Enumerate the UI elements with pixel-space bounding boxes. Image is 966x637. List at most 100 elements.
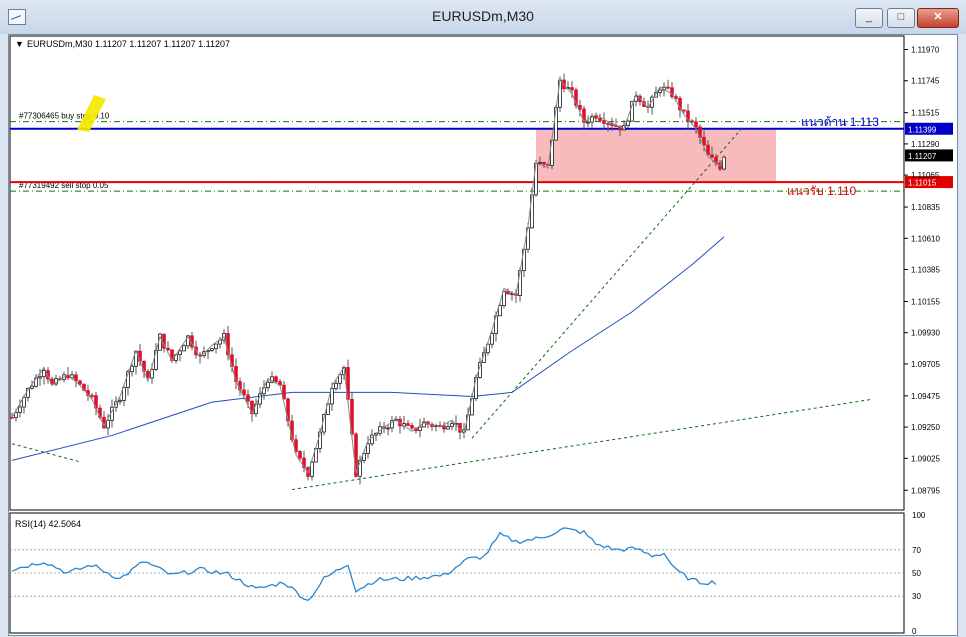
candle [722,156,726,170]
highlight-mark [77,95,106,132]
candle [538,161,542,164]
candle [446,426,450,430]
y-tick-label: 1.09475 [911,392,940,401]
candle [18,406,22,413]
candle [30,385,34,389]
candle [274,376,278,383]
candle [594,115,598,119]
candle [418,426,422,432]
candle [38,376,42,379]
minimize-button[interactable]: _ [855,8,883,28]
price-chart[interactable]: #77306465 buy stop 0.10 #77319492 sell st… [9,35,959,637]
candle [570,87,574,91]
candle [370,434,374,445]
candle [310,461,314,477]
candle [214,343,218,350]
main-pane-title: EURUSDm,M30 1.11207 1.11207 1.11207 1.11… [27,39,230,49]
candle [542,161,546,165]
rsi-tick-label: 70 [912,546,921,555]
order-label: #77306465 buy stop 0.10 [19,112,110,121]
candle [598,117,602,121]
candle [90,395,94,397]
candle [574,89,578,106]
resistance-label: แนวต้าน 1.113 [801,115,879,129]
candle [602,120,606,124]
candle [298,451,302,459]
candle [630,100,634,122]
y-tick-label: 1.09705 [911,360,940,369]
y-tick-label: 1.10385 [911,266,940,275]
candle [282,384,286,400]
candle [450,423,454,428]
candle [710,154,714,158]
candle [586,121,590,124]
y-tick-label: 1.09025 [911,454,940,463]
candle [674,96,678,99]
candle [626,120,630,126]
candle [690,120,694,123]
candle [78,380,82,385]
y-tick-label: 1.09930 [911,329,940,338]
chart-area[interactable]: #77306465 buy stop 0.10 #77319492 sell st… [8,34,958,636]
candle [670,87,674,98]
candle [266,381,270,389]
y-tick-label: 1.11970 [911,45,940,54]
y-tick-label: 1.10155 [911,297,940,306]
candle [354,433,358,477]
candle [358,459,362,477]
y-tick-label: 1.11290 [911,140,940,149]
y-tick-label: 1.09250 [911,423,940,432]
candle [658,89,662,93]
candle [182,345,186,352]
candle [334,382,338,389]
candle [386,427,390,430]
y-tick-label: 1.10610 [911,234,940,243]
candle [294,439,298,452]
close-button[interactable]: ✕ [917,8,959,28]
candle [486,343,490,354]
candle [74,374,78,382]
candle [122,387,126,401]
candle [118,400,122,403]
y-tick-label: 1.11065 [911,171,940,180]
rsi-line [11,527,717,602]
candle [406,423,410,426]
candle [706,144,710,156]
candle [338,374,342,384]
rsi-tick-label: 50 [912,569,921,578]
chart-window-icon[interactable] [8,9,26,25]
candle [606,123,610,125]
current-price-label: 1.11207 [908,152,937,161]
rsi-tick-label: 30 [912,592,921,601]
candle [42,370,46,378]
candle [366,443,370,454]
candle [210,348,214,351]
candle [106,419,110,429]
candle [682,109,686,112]
candle [578,105,582,110]
chevron-down-icon[interactable]: ▼ [15,39,24,49]
support-price-tag [905,176,953,189]
maximize-button[interactable]: □ [887,8,915,28]
resistance-price-tag [905,122,953,135]
candle [506,290,510,295]
candle [246,394,250,402]
y-tick-label: 1.08795 [911,486,940,495]
candle [186,335,190,347]
candle [442,425,446,430]
zigzag-line [11,78,725,475]
y-tick-label: 1.11515 [911,109,940,118]
rsi-pane-frame [9,512,905,634]
candle [410,425,414,429]
candle [490,333,494,345]
main-pane-frame [9,35,905,511]
candle [502,290,506,306]
candle [10,416,14,419]
candle [686,110,690,122]
candle [330,388,334,405]
candle [590,115,594,123]
candle [650,96,654,108]
y-tick-label: 1.11745 [911,77,940,86]
candle [14,412,18,418]
candle [390,420,394,429]
